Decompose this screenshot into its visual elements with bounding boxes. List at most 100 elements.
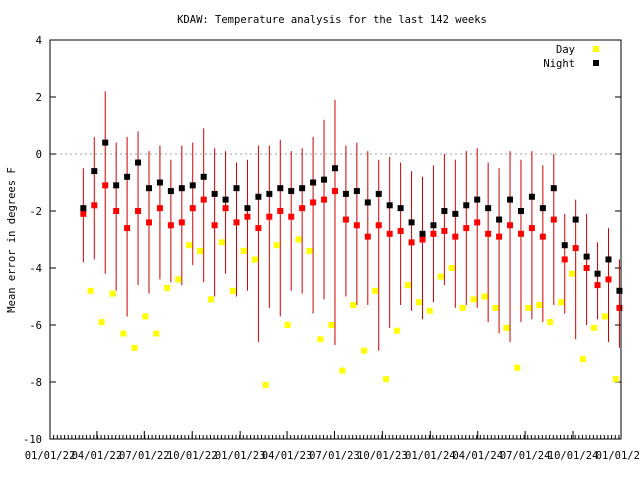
legend-day-label: Day: [556, 44, 575, 56]
mean-point: [386, 230, 393, 237]
y-tick-label: -4: [29, 263, 42, 275]
night-point: [200, 173, 207, 180]
day-point: [229, 287, 236, 294]
y-tick-labels: 4 2 0 -2 -4 -6 -8 -10: [23, 35, 42, 446]
mean-point: [156, 205, 163, 212]
night-point: [255, 193, 262, 200]
day-point: [328, 322, 335, 328]
x-tick-label: 01/01/23: [215, 450, 266, 462]
day-point: [339, 367, 346, 374]
night-point: [80, 205, 87, 212]
mean-point: [507, 222, 514, 229]
night-point: [178, 185, 185, 192]
day-point: [579, 356, 586, 363]
mean-point: [474, 219, 481, 226]
day-point: [448, 265, 455, 271]
day-point: [186, 242, 193, 249]
night-point: [353, 188, 360, 195]
night-point: [364, 199, 371, 206]
day-point: [295, 236, 302, 243]
mean-point: [135, 208, 142, 214]
day-point: [361, 347, 368, 354]
mean-point: [561, 256, 568, 263]
y-tick-label: 0: [36, 149, 42, 161]
mean-point: [80, 210, 87, 217]
mean-point: [605, 276, 612, 283]
night-point: [474, 196, 481, 203]
mean-point: [91, 202, 98, 209]
night-point: [463, 202, 470, 209]
night-point: [572, 216, 579, 223]
night-point: [91, 168, 98, 175]
mean-point: [266, 213, 273, 220]
mean-point: [321, 196, 328, 203]
day-point: [470, 296, 477, 303]
night-point: [113, 182, 120, 189]
night-point: [605, 256, 612, 263]
night-point: [386, 202, 393, 209]
legend-night-marker: [593, 60, 599, 66]
mean-point: [397, 227, 404, 234]
night-point: [561, 242, 568, 249]
day-point: [426, 307, 433, 314]
night-point: [397, 205, 404, 212]
day-point: [164, 284, 171, 291]
mean-point: [178, 219, 185, 226]
x-tick-labels: 01/01/2204/01/2207/01/2210/01/2201/01/23…: [25, 450, 640, 462]
mean-point: [550, 216, 557, 223]
mean-point: [408, 239, 415, 246]
day-point: [536, 302, 543, 309]
day-point: [218, 239, 225, 246]
mean-point: [189, 205, 196, 212]
mean-point: [441, 227, 448, 234]
mean-point: [288, 213, 295, 220]
night-point: [441, 208, 448, 214]
y-tick-label: -6: [29, 320, 42, 332]
night-point: [288, 188, 295, 195]
mean-point: [364, 233, 371, 240]
day-point: [612, 376, 619, 383]
night-point: [244, 205, 251, 212]
night-point: [266, 190, 273, 197]
x-tick-label: 07/01/22: [119, 450, 170, 462]
night-point: [145, 185, 152, 192]
mean-point: [528, 225, 535, 232]
day-point: [175, 276, 182, 283]
mean-point: [616, 304, 623, 311]
night-point: [419, 230, 426, 237]
mean-point: [145, 219, 152, 226]
night-point: [452, 210, 459, 217]
day-point: [514, 364, 521, 371]
x-tick-label: 07/01/23: [309, 450, 360, 462]
mean-point: [572, 245, 579, 252]
night-point: [189, 182, 196, 189]
mean-point: [222, 205, 229, 212]
mean-point: [331, 188, 338, 195]
night-point: [550, 185, 557, 192]
day-point: [558, 299, 565, 306]
night-point: [408, 219, 415, 226]
night-point: [342, 190, 349, 197]
night-point: [496, 216, 503, 223]
x-tick-label: 10/01/24: [548, 450, 599, 462]
day-point: [525, 304, 532, 311]
x-tick-label: 04/01/23: [262, 450, 313, 462]
axis-ticks: [49, 39, 622, 440]
y-axis-label: Mean error in degrees F: [6, 167, 18, 312]
night-point: [375, 190, 382, 197]
day-point: [437, 273, 444, 280]
night-point: [135, 159, 142, 166]
day-point: [503, 324, 510, 331]
night-point: [321, 176, 328, 183]
mean-point: [463, 225, 470, 232]
mean-point: [539, 233, 546, 240]
x-tick-label: 01/01/24: [405, 450, 456, 462]
day-point: [569, 270, 576, 277]
mean-point: [375, 222, 382, 229]
error-bars: [82, 91, 620, 351]
night-point: [331, 165, 338, 172]
night-point: [616, 287, 623, 294]
chart-title: KDAW: Temperature analysis for the last …: [177, 14, 487, 26]
mean-point: [430, 230, 437, 237]
day-point: [87, 287, 94, 294]
